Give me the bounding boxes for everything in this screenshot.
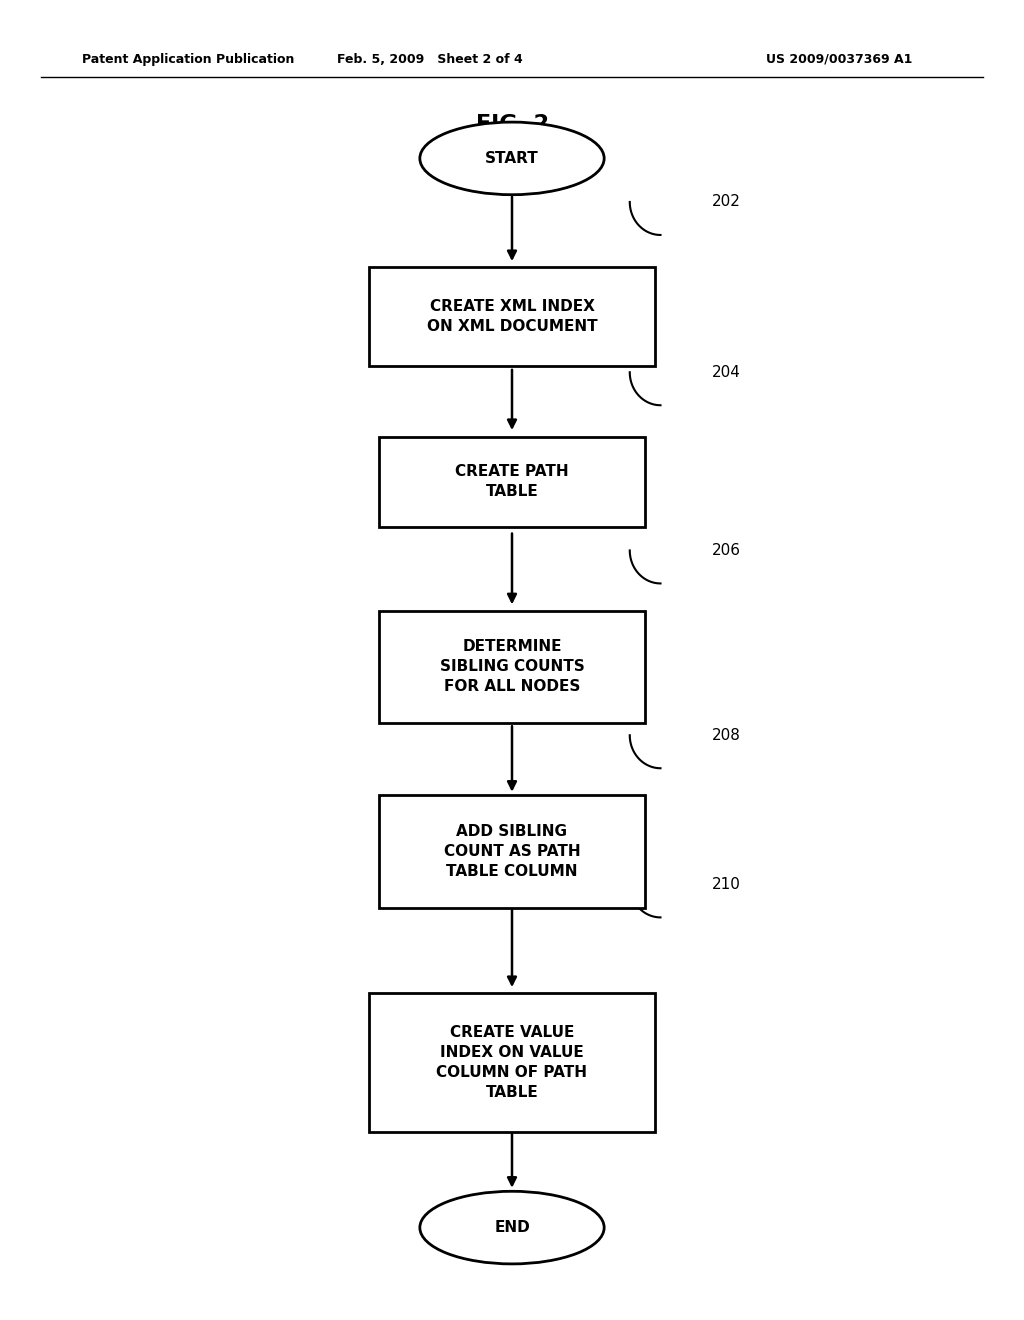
Ellipse shape <box>420 1191 604 1265</box>
Text: DETERMINE
SIBLING COUNTS
FOR ALL NODES: DETERMINE SIBLING COUNTS FOR ALL NODES <box>439 639 585 694</box>
Text: 204: 204 <box>712 364 740 380</box>
Text: CREATE VALUE
INDEX ON VALUE
COLUMN OF PATH
TABLE: CREATE VALUE INDEX ON VALUE COLUMN OF PA… <box>436 1026 588 1100</box>
Text: FIG. 2: FIG. 2 <box>475 114 549 135</box>
Text: 202: 202 <box>712 194 740 210</box>
Text: START: START <box>485 150 539 166</box>
Text: 208: 208 <box>712 727 740 743</box>
Text: CREATE XML INDEX
ON XML DOCUMENT: CREATE XML INDEX ON XML DOCUMENT <box>427 300 597 334</box>
FancyBboxPatch shape <box>379 437 645 527</box>
Text: US 2009/0037369 A1: US 2009/0037369 A1 <box>767 53 912 66</box>
FancyBboxPatch shape <box>379 795 645 908</box>
Text: END: END <box>495 1220 529 1236</box>
FancyBboxPatch shape <box>369 267 655 366</box>
Text: 210: 210 <box>712 876 740 892</box>
Text: CREATE PATH
TABLE: CREATE PATH TABLE <box>456 465 568 499</box>
FancyBboxPatch shape <box>369 993 655 1131</box>
Text: Patent Application Publication: Patent Application Publication <box>82 53 294 66</box>
Text: Feb. 5, 2009   Sheet 2 of 4: Feb. 5, 2009 Sheet 2 of 4 <box>337 53 523 66</box>
Ellipse shape <box>420 123 604 195</box>
Text: ADD SIBLING
COUNT AS PATH
TABLE COLUMN: ADD SIBLING COUNT AS PATH TABLE COLUMN <box>443 824 581 879</box>
FancyBboxPatch shape <box>379 610 645 722</box>
Text: 206: 206 <box>712 543 740 558</box>
